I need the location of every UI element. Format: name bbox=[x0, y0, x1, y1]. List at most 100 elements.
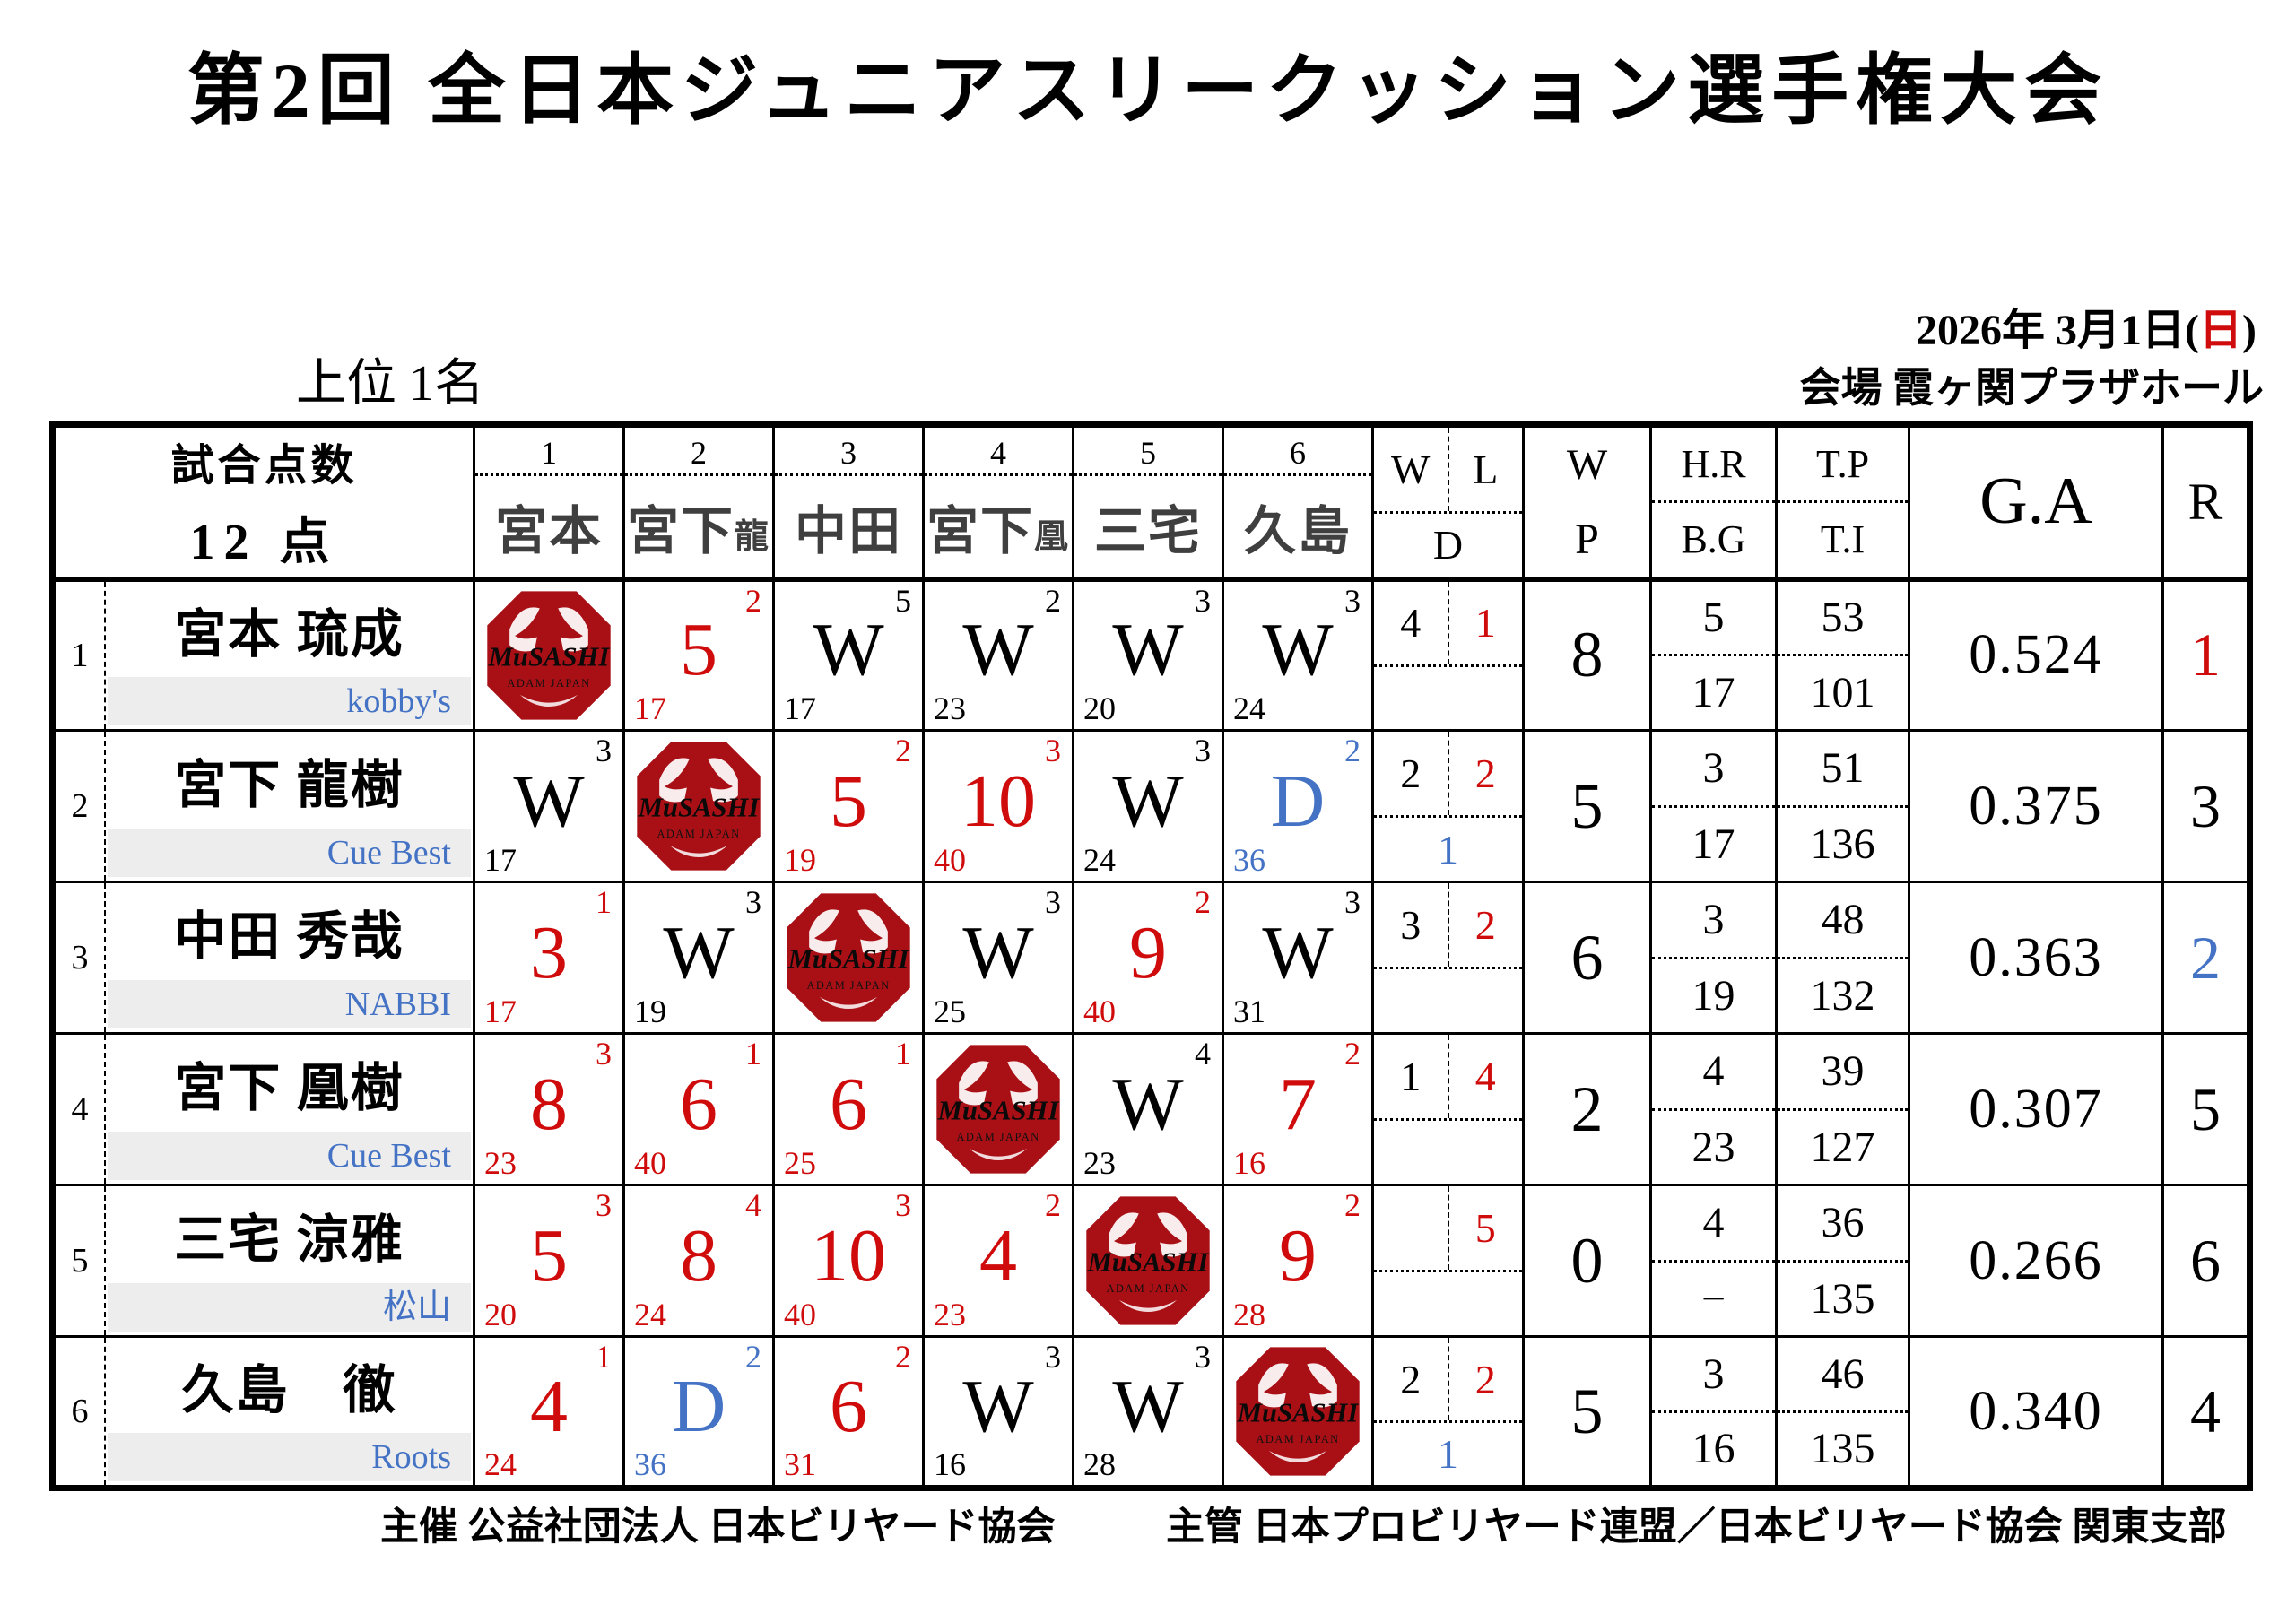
match-score: 5 bbox=[830, 759, 867, 843]
player-short-name-main: 三宅 bbox=[1093, 501, 1202, 560]
rank-cell: 4 bbox=[2161, 1335, 2251, 1489]
match-cell: 3 W 24 bbox=[1222, 577, 1374, 732]
rank-value-wrap: 1 bbox=[2166, 582, 2248, 728]
match-points-label: 試合点数 bbox=[170, 442, 358, 490]
diagonal-logo-cell: MuSASHI ADAM JAPAN bbox=[1226, 1340, 1370, 1486]
player-column-content: 3 中田 bbox=[776, 428, 921, 574]
match-innings-sub: 25 bbox=[934, 994, 966, 1029]
bestgame-value: − bbox=[1700, 1274, 1726, 1323]
general-average-value: 0.340 bbox=[1969, 1380, 2103, 1442]
player-short-name-main: 宮下 bbox=[626, 501, 735, 560]
match-innings-sub: 24 bbox=[1083, 842, 1116, 878]
highrun-header: H.R B.G bbox=[1649, 423, 1778, 582]
match-highrun-sup: 4 bbox=[745, 1187, 761, 1224]
winpoints-cell: 5 bbox=[1522, 1335, 1652, 1489]
match-highrun-sup: 2 bbox=[1344, 1187, 1361, 1224]
points-value: 12 点 bbox=[189, 515, 339, 571]
totalpoints-header: T.P T.I bbox=[1775, 423, 1910, 582]
match-cell: 3 W 31 bbox=[1222, 881, 1374, 1035]
rank-cell: 3 bbox=[2161, 729, 2251, 883]
footer-management: 主管 日本プロビリヤード連盟／日本ビリヤード協会 関東支部 bbox=[1166, 1506, 2227, 1549]
totalinnings-value: 132 bbox=[1810, 971, 1875, 1020]
draws-value: 1 bbox=[1438, 1431, 1458, 1478]
match-cell: 3 8 23 bbox=[473, 1032, 625, 1186]
highrun-cell-content: 4− bbox=[1653, 1188, 1774, 1334]
rank-cell: 5 bbox=[2161, 1032, 2251, 1186]
match-highrun-sup: 2 bbox=[1344, 1036, 1361, 1072]
winpoints-cell: 6 bbox=[1522, 881, 1652, 1035]
player-column-header: 2 宮下龍 bbox=[622, 423, 775, 582]
player-short-name: 宮下龍 bbox=[626, 476, 771, 574]
match-cell: 2 4 23 bbox=[922, 1184, 1074, 1338]
ga-label: G.A bbox=[1979, 464, 2092, 539]
match-highrun-sup: 3 bbox=[745, 884, 761, 921]
ga-header: G.A bbox=[1908, 423, 2164, 582]
match-highrun-sup: 2 bbox=[895, 1339, 911, 1376]
header-row: 試合点数 12 点 1 宮本 2 宮下龍 3 中田 4 宮下凰 5 三宅 6 久島 W L D W P H.R B.G T… bbox=[51, 423, 2251, 582]
match-highrun-sup: 2 bbox=[1195, 884, 1211, 921]
match-innings-sub: 16 bbox=[1233, 1145, 1265, 1181]
match-highrun-sup: 3 bbox=[1344, 582, 1361, 619]
row-number: 1 bbox=[56, 581, 106, 728]
match-score: 4 bbox=[530, 1364, 568, 1448]
winpoints-value-wrap: 5 bbox=[1526, 1340, 1648, 1486]
player-column-content: 2 宮下龍 bbox=[626, 428, 771, 574]
highrun-cell: 3 19 bbox=[1649, 881, 1778, 1035]
match-score: 7 bbox=[1279, 1062, 1317, 1146]
highrun-label: H.R bbox=[1653, 428, 1774, 504]
match-cell: MuSASHI ADAM JAPAN bbox=[473, 577, 625, 732]
player-name: 久島 徹 bbox=[181, 1361, 397, 1419]
rank-value-wrap: 3 bbox=[2166, 733, 2248, 880]
draws-label: D bbox=[1432, 522, 1464, 568]
draws-label-wrap: D bbox=[1376, 514, 1521, 574]
player-short-name-main: 久島 bbox=[1243, 501, 1352, 560]
match-innings-sub: 20 bbox=[1083, 690, 1116, 726]
match-cell: 4 W 23 bbox=[1072, 1032, 1224, 1186]
wld-cell-top: 5 bbox=[1375, 1187, 1521, 1273]
totalpoints-cell-content: 39 127 bbox=[1779, 1037, 1907, 1183]
match-cell: 3 10 40 bbox=[772, 1184, 925, 1338]
match-score: 4 bbox=[979, 1213, 1017, 1298]
totalpoints-cell-content: 48 132 bbox=[1779, 885, 1907, 1031]
svg-text:ADAM JAPAN: ADAM JAPAN bbox=[507, 677, 590, 690]
rank-value: 2 bbox=[2190, 923, 2221, 992]
match-score: 9 bbox=[1279, 1213, 1317, 1298]
match-innings-sub: 40 bbox=[1083, 994, 1116, 1029]
match-highrun-sup: 3 bbox=[1045, 884, 1061, 921]
player-club: 松山 bbox=[108, 1283, 471, 1332]
player-row: 5 三宅 涼雅 松山 3 5 20 4 8 24 3 10 40 2 4 23 MuSASHI ADAM JAP… bbox=[51, 1184, 2251, 1338]
match-cell: MuSASHI ADAM JAPAN bbox=[1222, 1335, 1374, 1489]
match-highrun-sup: 4 bbox=[1195, 1036, 1211, 1072]
match-highrun-sup: 2 bbox=[1344, 733, 1361, 769]
match-score: 5 bbox=[680, 608, 718, 692]
player-cell: 3 中田 秀哉 NABBI bbox=[51, 881, 475, 1035]
player-column-header: 1 宮本 bbox=[473, 423, 625, 582]
match-highrun-sup: 2 bbox=[1045, 582, 1061, 619]
player-club: NABBI bbox=[108, 980, 471, 1028]
match-innings-sub: 24 bbox=[484, 1446, 517, 1482]
svg-text:MuSASHI: MuSASHI bbox=[787, 944, 910, 975]
losses-value: 5 bbox=[1474, 1205, 1496, 1252]
match-score: 8 bbox=[680, 1213, 718, 1298]
footer: 主催 公益社団法人 日本ビリヤード協会 主管 日本プロビリヤード連盟／日本ビリヤ… bbox=[0, 1496, 2296, 1558]
match-cell: 2 6 31 bbox=[772, 1335, 925, 1489]
player-cell-content: 宮本 琉成 kobby's bbox=[106, 582, 472, 728]
player-short-name: 中田 bbox=[777, 476, 921, 574]
match-score: W bbox=[1112, 1062, 1184, 1146]
winpoints-cell: 8 bbox=[1522, 577, 1652, 732]
match-highrun-sup: 3 bbox=[1045, 733, 1061, 769]
match-cell: 2 7 16 bbox=[1222, 1032, 1374, 1186]
player-club: Cue Best bbox=[108, 1132, 471, 1180]
match-innings-sub: 16 bbox=[934, 1446, 966, 1482]
highrun-cell-content: 5 17 bbox=[1653, 582, 1774, 728]
match-score: W bbox=[1112, 1364, 1184, 1448]
wins-value: 1 bbox=[1376, 1036, 1449, 1119]
totalpoints-cell: 53 101 bbox=[1775, 577, 1910, 732]
match-innings-sub: 17 bbox=[484, 842, 517, 878]
match-innings-sub: 23 bbox=[934, 690, 966, 726]
event-date-suffix: ) bbox=[2242, 307, 2257, 354]
match-score: W bbox=[1112, 759, 1184, 843]
event-venue: 会場 霞ヶ関プラザホール bbox=[1799, 365, 2265, 411]
